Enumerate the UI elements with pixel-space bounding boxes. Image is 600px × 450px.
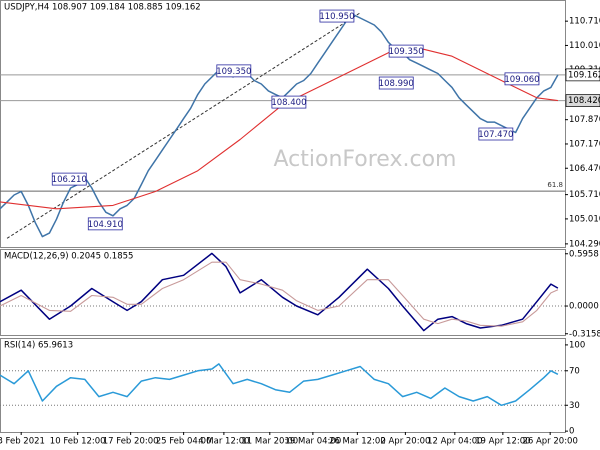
annotation-label: 108.400 <box>271 98 306 108</box>
panel-frame <box>0 0 566 248</box>
y-tick-label: 106.470 <box>569 164 600 174</box>
x-tick-label: 25 Feb 04:00 <box>156 437 212 447</box>
annotation-box <box>216 64 252 78</box>
y-tick-label: -0.3158 <box>569 329 600 339</box>
annotation-label: 107.470 <box>478 130 513 140</box>
annotation-label: 106.210 <box>52 175 87 185</box>
level-label: 108.420 <box>568 96 600 106</box>
panel-title: RSI(14) 65.9613 <box>4 341 73 351</box>
x-tick-label: 19 Mar 04:00 <box>284 437 341 447</box>
annotation-box <box>319 9 355 23</box>
x-tick-label: 2 Apr 20:00 <box>380 437 430 447</box>
y-tick-label: 104.290 <box>569 239 600 249</box>
annotation-box <box>271 95 307 109</box>
annotation-box <box>51 172 87 186</box>
y-tick-label: 0.5958 <box>569 249 599 259</box>
annotation-box <box>87 217 123 231</box>
y-tick-label: 30 <box>569 401 580 411</box>
x-tick-label: 11 Mar 20:00 <box>241 437 298 447</box>
annotation-box <box>478 127 514 141</box>
x-tick-label: 26 Mar 12:00 <box>329 437 386 447</box>
panel-frame <box>0 249 566 336</box>
annotation-box <box>388 44 424 58</box>
series-line <box>0 48 558 210</box>
x-tick-label: 3 Feb 2021 <box>0 437 45 447</box>
y-tick-label: 107.870 <box>569 115 600 125</box>
y-tick-label: 100 <box>569 340 585 350</box>
annotation-label: 109.350 <box>216 67 251 77</box>
x-tick-label: 26 Apr 20:00 <box>522 437 577 447</box>
fib-label: 61.8 <box>547 181 563 189</box>
y-tick-label: 0.0000 <box>569 302 599 312</box>
annotation-label: 109.350 <box>389 47 424 57</box>
series-line <box>0 261 559 327</box>
annotation-label: 109.060 <box>504 75 539 85</box>
y-tick-label: 110.010 <box>569 41 600 51</box>
annotation-box <box>378 76 414 90</box>
y-tick-label: 105.010 <box>569 214 600 224</box>
panel-frame <box>0 338 566 433</box>
y-tick-label: 107.170 <box>569 139 600 149</box>
level-label: 109.162 <box>568 70 600 80</box>
panel-title: MACD(12,26,9) 0.2045 0.1855 <box>4 252 133 262</box>
panel-title: USDJPY,H4 108.907 109.184 108.885 109.16… <box>4 3 201 13</box>
y-tick-label: 105.710 <box>569 190 600 200</box>
x-tick-label: 4 Mar 12:00 <box>198 437 249 447</box>
level-box <box>565 68 600 82</box>
annotation-label: 110.950 <box>319 12 354 22</box>
x-tick-label: 12 Apr 04:00 <box>427 437 482 447</box>
x-tick-label: 19 Apr 12:00 <box>475 437 530 447</box>
series-line <box>0 363 559 407</box>
level-box <box>565 94 600 107</box>
watermark: ActionForex.com <box>274 147 457 172</box>
annotation-label: 104.910 <box>88 220 123 230</box>
y-tick-label: 70 <box>569 366 580 376</box>
annotation-box <box>504 72 540 86</box>
annotation-label: 108.990 <box>379 79 414 89</box>
x-tick-label: 17 Feb 20:00 <box>103 437 159 447</box>
x-tick-label: 10 Feb 12:00 <box>50 437 106 447</box>
y-tick-label: 110.710 <box>569 17 600 27</box>
y-tick-label: 0 <box>569 427 574 437</box>
series-line <box>0 252 559 332</box>
